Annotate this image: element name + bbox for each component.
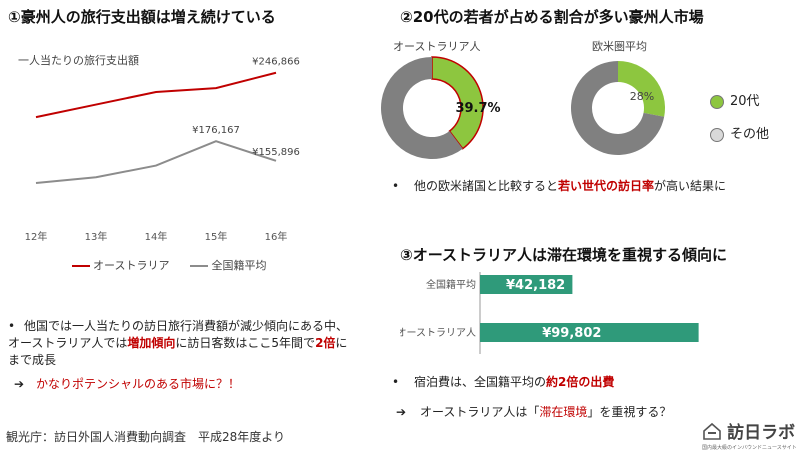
- section3-bullet: •宿泊費は、全国籍平均の約2倍の出費: [392, 374, 614, 391]
- section2-bullet-pre: 他の欧米諸国と比較すると: [414, 179, 558, 193]
- x-tick-label: 14年: [145, 230, 168, 243]
- donut-legend: 20代 その他: [710, 90, 769, 142]
- bullet-dot-icon: •: [392, 374, 414, 391]
- line-chart: 12年 13年 14年 15年 16年 ¥246,866 ¥176,167 ¥155,896: [0, 40, 330, 280]
- section3-bullet-highlight: 約2倍の出費: [546, 375, 614, 389]
- donut-australia: 39.7%: [381, 57, 501, 159]
- legend-label-average: 全国籍平均: [211, 259, 266, 272]
- section2-bullet-highlight: 若い世代の訪日率: [558, 179, 654, 193]
- section1-bullet: •他国では一人当たりの訪日旅行消費額が減少傾向にある中、オーストラリア人では増加…: [8, 318, 348, 369]
- x-tick-label: 15年: [205, 230, 228, 243]
- x-tick-label: 16年: [265, 230, 288, 243]
- section1-title: ①豪州人の旅行支出額は増え続けている: [8, 6, 276, 27]
- legend-dot-other: [710, 128, 724, 142]
- donut-legend-label-20s: 20代: [730, 94, 760, 109]
- arrow-right-icon: ➔: [14, 376, 36, 393]
- bar-value-label: ¥42,182: [506, 278, 565, 293]
- section3-arrow-post: 」を重視する？: [587, 405, 671, 419]
- legend-label-australia: オーストラリア: [93, 259, 169, 272]
- logo-text: 訪日ラボ: [727, 423, 795, 443]
- bar-category-label: 全国籍平均: [426, 278, 476, 291]
- data-label: ¥155,896: [252, 147, 300, 158]
- section3-arrow-line: ➔オーストラリア人は「滞在環境」を重視する？: [396, 404, 671, 421]
- data-label: ¥246,866: [252, 57, 300, 68]
- donut-legend-item-20s: 20代: [710, 90, 769, 109]
- section1-arrow-line: ➔かなりポテンシャルのある市場に？！: [14, 376, 240, 393]
- bar-chart: 全国籍平均 ¥42,182 オーストラリア人 ¥99,802: [400, 272, 730, 362]
- section3-arrow-highlight: 滞在環境: [539, 405, 587, 419]
- section2-bullet-post: が高い結果に: [654, 179, 726, 193]
- donut-legend-item-other: その他: [710, 123, 769, 142]
- section2-title: ②20代の若者が占める割合が多い豪州人市場: [400, 6, 704, 27]
- section1-bullet-highlight1: 増加傾向: [127, 336, 175, 350]
- legend-line-australia: [72, 265, 90, 267]
- section3-arrow-pre: オーストラリア人は「: [420, 405, 539, 419]
- x-tick-label: 12年: [25, 230, 48, 243]
- donut-value-label: 28%: [630, 90, 654, 103]
- section2-bullet: •他の欧米諸国と比較すると若い世代の訪日率が高い結果に: [392, 178, 726, 195]
- logo-house-icon: [702, 421, 722, 441]
- bullet-dot-icon: •: [392, 178, 414, 195]
- donut-value-label: 39.7%: [455, 101, 500, 116]
- section1-bullet-highlight2: 2倍: [315, 336, 335, 350]
- donut-charts: 39.7% 28%: [370, 50, 670, 180]
- section3-bullet-pre: 宿泊費は、全国籍平均の: [414, 375, 546, 389]
- legend-dot-20s: [710, 95, 724, 109]
- section3-title: ③オーストラリア人は滞在環境を重視する傾向に: [400, 244, 727, 265]
- arrow-right-icon: ➔: [396, 404, 420, 421]
- bar-category-label: オーストラリア人: [400, 327, 476, 339]
- line-legend: オーストラリア 全国籍平均: [72, 257, 266, 273]
- donut-western-average: 28%: [571, 61, 665, 155]
- source-note: 観光庁：訪日外国人消費動向調査 平成28年度より: [6, 428, 285, 445]
- data-label: ¥176,167: [192, 125, 240, 136]
- donut-legend-label-other: その他: [730, 127, 769, 142]
- x-tick-label: 13年: [85, 230, 108, 243]
- bullet-dot-icon: •: [8, 318, 24, 335]
- series-line-1: [36, 141, 276, 183]
- section1-arrow-text: かなりポテンシャルのある市場に？！: [36, 377, 240, 391]
- section1-bullet-mid: に訪日客数はここ5年間で: [175, 336, 315, 350]
- donut-slice-0: [618, 61, 665, 117]
- bar-value-label: ¥99,802: [542, 326, 601, 341]
- logo: 訪日ラボ 国内最大級のインバウンドニュースサイト: [702, 418, 797, 451]
- series-line-0: [36, 73, 276, 117]
- legend-line-average: [190, 265, 208, 267]
